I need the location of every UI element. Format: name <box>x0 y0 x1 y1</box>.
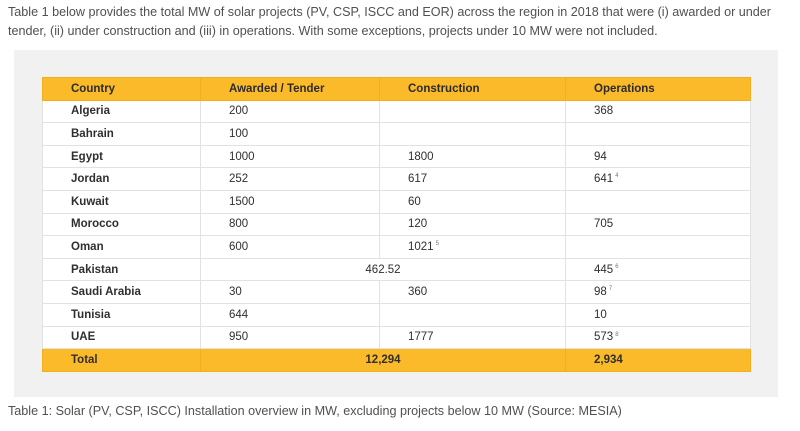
table-row: Pakistan 462.52 445 6 <box>42 257 751 282</box>
awarded-cell: 30 <box>200 280 380 304</box>
table-row: Tunisia 644 10 <box>42 302 751 327</box>
awarded-cell: 800 <box>200 212 380 237</box>
awarded-cell: 252 <box>200 167 380 191</box>
operations-cell: 705 <box>565 212 751 237</box>
footnote-marker: 5 <box>435 241 439 248</box>
header-operations: Operations <box>565 77 751 101</box>
construction-cell: 120 <box>379 212 566 237</box>
operations-cell <box>565 189 751 214</box>
operations-cell: 98 7 <box>565 280 751 304</box>
operations-cell <box>565 122 751 146</box>
construction-cell: 360 <box>379 280 566 304</box>
table-row: Algeria 200 368 <box>42 99 751 124</box>
total-awarded-construction: 12,294 <box>200 348 566 372</box>
country-cell: Egypt <box>42 144 201 169</box>
country-cell: Morocco <box>42 212 201 237</box>
table-caption: Table 1: Solar (PV, CSP, ISCC) Installat… <box>8 404 622 418</box>
awarded-cell: 100 <box>200 122 380 146</box>
awarded-cell: 1000 <box>200 144 380 169</box>
awarded-cell: 1500 <box>200 189 380 214</box>
operations-cell: 368 <box>565 99 751 124</box>
table-row: Egypt 1000 1800 94 <box>42 144 751 169</box>
intro-paragraph: Table 1 below provides the total MW of s… <box>8 5 771 38</box>
country-cell: Jordan <box>42 167 201 191</box>
table-row: Jordan 252 617 641 4 <box>42 167 751 191</box>
country-cell: Kuwait <box>42 189 201 214</box>
footnote-marker: 8 <box>615 331 619 338</box>
total-label: Total <box>42 348 201 372</box>
operations-cell: 573 8 <box>565 325 751 350</box>
table-row: UAE 950 1777 573 8 <box>42 325 751 350</box>
construction-cell: 1777 <box>379 325 566 350</box>
table-header-row: Country Awarded / Tender Construction Op… <box>42 77 751 101</box>
construction-cell <box>379 122 566 146</box>
header-country: Country <box>42 77 201 101</box>
country-cell: Pakistan <box>42 257 201 282</box>
awarded-cell: 200 <box>200 99 380 124</box>
construction-cell <box>379 302 566 327</box>
country-cell: Saudi Arabia <box>42 280 201 304</box>
footnote-marker: 7 <box>608 286 613 293</box>
awarded-construction-merged-cell: 462.52 <box>200 257 566 282</box>
header-construction: Construction <box>379 77 566 101</box>
operations-cell: 94 <box>565 144 751 169</box>
header-awarded-tender: Awarded / Tender <box>200 77 380 101</box>
table-row: Oman 600 1021 5 <box>42 235 751 259</box>
country-cell: Bahrain <box>42 122 201 146</box>
operations-value: 641 <box>594 173 614 186</box>
awarded-cell: 600 <box>200 235 380 259</box>
table-row: Saudi Arabia 30 360 98 7 <box>42 280 751 304</box>
operations-cell: 10 <box>565 302 751 327</box>
country-cell: Tunisia <box>42 302 201 327</box>
table-row: Bahrain 100 <box>42 122 751 146</box>
total-operations: 2,934 <box>565 348 751 372</box>
construction-value: 1021 <box>408 240 434 253</box>
operations-value: 573 <box>594 331 614 344</box>
country-cell: UAE <box>42 325 201 350</box>
country-cell: Oman <box>42 235 201 259</box>
operations-cell <box>565 235 751 259</box>
table-panel: Country Awarded / Tender Construction Op… <box>14 50 778 397</box>
construction-cell <box>379 99 566 124</box>
construction-cell: 1021 5 <box>379 235 566 259</box>
total-row: Total 12,294 2,934 <box>42 348 751 372</box>
awarded-cell: 644 <box>200 302 380 327</box>
construction-cell: 60 <box>379 189 566 214</box>
solar-installations-table: Country Awarded / Tender Construction Op… <box>42 77 751 372</box>
construction-cell: 617 <box>379 167 566 191</box>
footnote-marker: 6 <box>615 263 619 270</box>
operations-value: 98 <box>594 286 607 299</box>
table-row: Morocco 800 120 705 <box>42 212 751 237</box>
operations-value: 445 <box>594 263 614 276</box>
footnote-marker: 4 <box>615 173 619 180</box>
country-cell: Algeria <box>42 99 201 124</box>
operations-cell: 445 6 <box>565 257 751 282</box>
operations-cell: 641 4 <box>565 167 751 191</box>
awarded-cell: 950 <box>200 325 380 350</box>
table-row: Kuwait 1500 60 <box>42 189 751 214</box>
construction-cell: 1800 <box>379 144 566 169</box>
